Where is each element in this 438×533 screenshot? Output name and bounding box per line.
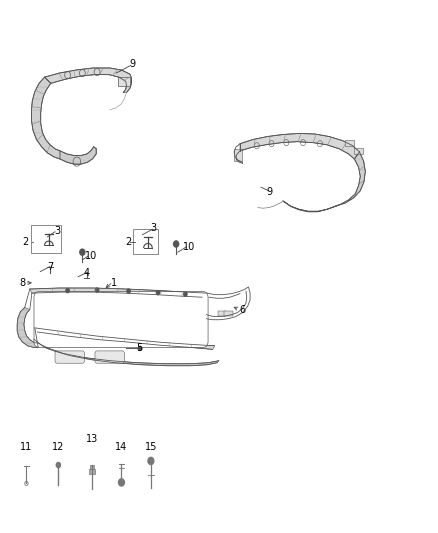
Text: 1: 1 <box>111 278 117 288</box>
FancyBboxPatch shape <box>55 351 85 363</box>
Polygon shape <box>32 77 60 159</box>
Bar <box>224 311 233 316</box>
FancyBboxPatch shape <box>95 351 124 363</box>
Polygon shape <box>45 68 131 93</box>
FancyBboxPatch shape <box>34 292 208 348</box>
Circle shape <box>148 457 154 465</box>
Text: 9: 9 <box>130 59 136 69</box>
Circle shape <box>80 249 85 255</box>
Circle shape <box>66 288 69 293</box>
Text: 2: 2 <box>125 237 132 247</box>
Polygon shape <box>334 152 365 207</box>
Circle shape <box>119 479 124 486</box>
Circle shape <box>56 463 60 467</box>
Polygon shape <box>240 133 360 159</box>
Text: 11: 11 <box>20 442 32 451</box>
Bar <box>345 140 354 146</box>
Text: 3: 3 <box>54 225 60 236</box>
Bar <box>90 465 94 469</box>
Circle shape <box>156 290 160 295</box>
Circle shape <box>95 288 99 292</box>
Bar <box>133 229 158 254</box>
Bar <box>89 469 95 474</box>
Text: 6: 6 <box>239 305 245 315</box>
Circle shape <box>184 292 187 296</box>
Text: 14: 14 <box>115 442 127 451</box>
Text: 10: 10 <box>85 251 97 261</box>
Polygon shape <box>60 147 96 164</box>
Polygon shape <box>283 201 336 212</box>
Text: 7: 7 <box>47 262 53 271</box>
Bar <box>31 225 61 253</box>
Text: 2: 2 <box>22 237 29 247</box>
Bar <box>234 149 242 160</box>
Circle shape <box>127 289 130 293</box>
Polygon shape <box>30 288 206 297</box>
Bar <box>118 77 130 86</box>
Circle shape <box>173 241 179 247</box>
Text: 9: 9 <box>266 187 272 197</box>
Text: 15: 15 <box>145 442 157 451</box>
Bar <box>353 148 363 154</box>
Text: 3: 3 <box>151 223 157 233</box>
Circle shape <box>138 346 141 350</box>
Bar <box>218 311 226 316</box>
Text: 10: 10 <box>184 242 196 252</box>
Polygon shape <box>34 339 219 366</box>
Polygon shape <box>35 328 215 350</box>
Text: 4: 4 <box>84 268 90 278</box>
Text: 13: 13 <box>86 434 98 445</box>
Text: 5: 5 <box>136 343 142 353</box>
Text: 8: 8 <box>19 278 25 288</box>
Polygon shape <box>17 308 38 348</box>
Text: 12: 12 <box>52 442 64 451</box>
